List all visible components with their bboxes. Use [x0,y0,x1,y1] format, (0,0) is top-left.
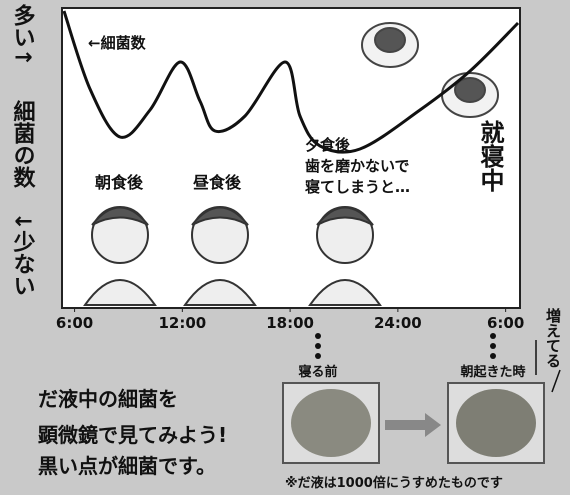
series-label: ←細菌数 [88,34,147,52]
note-line: だ液中の細菌を [38,387,178,411]
footnote: ※だ液は1000倍にうすめたものです [285,475,503,491]
annotation: 歯を磨かないで [305,157,410,175]
x-tick-label: 6:00 [56,314,93,332]
annotation: 昼食後 [192,173,242,192]
side-label: 増えてる [544,307,562,368]
y-label: 細菌の数 [10,99,36,189]
x-tick-label: 12:00 [158,314,206,332]
note-line: 顕微鏡で見てみよう! [38,423,227,447]
x-tick-label: 24:00 [374,314,422,332]
x-tick-label: 6:00 [487,314,524,332]
photo-label: 朝起きた時 [460,364,525,380]
page: 多い↑ 細菌の数 ↓少ない ←細菌数 朝食後 昼食後 夕食後 歯を磨かないで 寝… [0,0,570,495]
annotation: 朝食後 [95,173,144,192]
annotation: 寝てしまうと… [305,178,410,196]
note-line: 黒い点が細菌です。 [38,454,216,478]
plot-area [62,8,520,308]
y-label-top: 多い↑ [10,3,36,66]
photo-label: 寝る前 [298,364,337,380]
y-label-bottom: ↓少ない [10,212,37,296]
x-tick-label: 18:00 [266,314,314,332]
annotation: 就寝中 [476,119,504,192]
child-illustration [85,207,380,305]
